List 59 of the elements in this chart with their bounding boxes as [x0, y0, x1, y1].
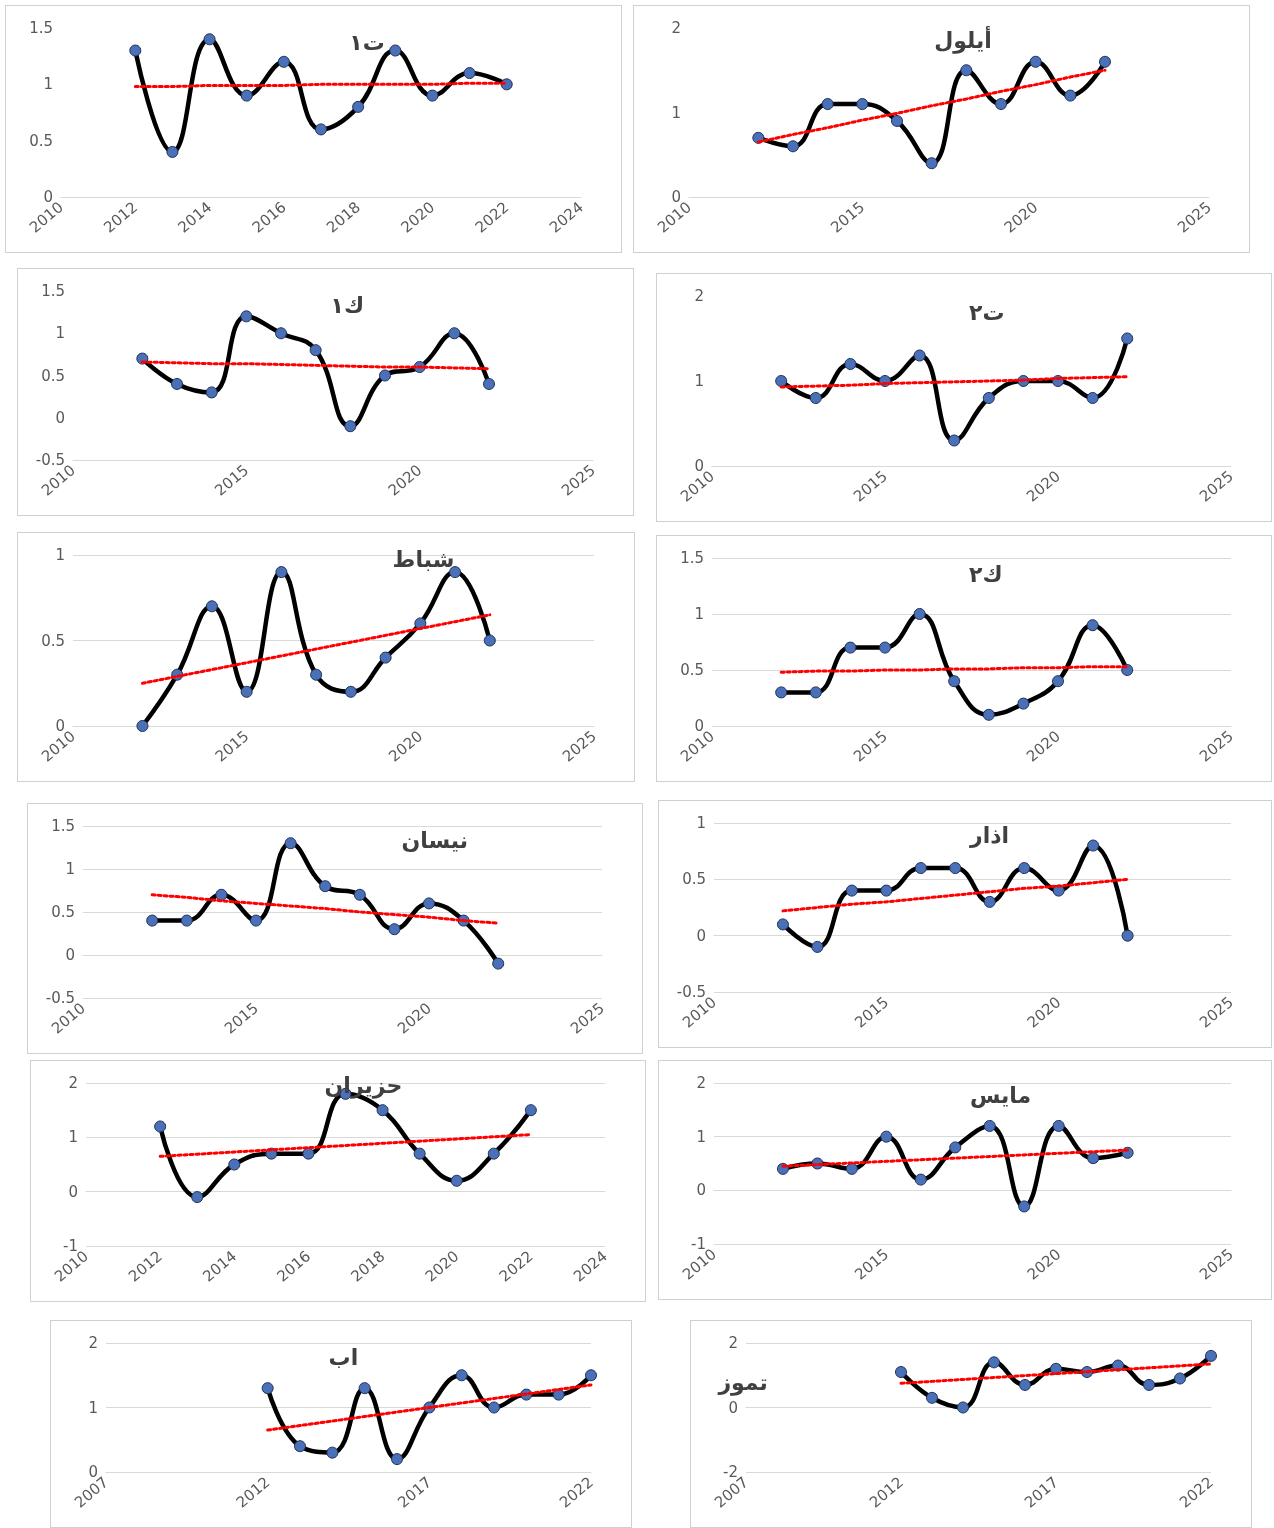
y-tick-label: 1 — [68, 1128, 78, 1147]
y-tick-label: 0 — [728, 1398, 738, 1417]
y-tick-label: 0 — [694, 717, 704, 735]
line-series — [158, 1133, 533, 1158]
y-tick-label: 1.5 — [29, 19, 53, 37]
chart-title: ت١ — [349, 29, 385, 55]
y-tick-label: 2 — [88, 1334, 98, 1352]
y-tick-label: 1 — [88, 1398, 98, 1417]
y-tick-label: 0.5 — [41, 631, 65, 650]
chart-title: حزيران — [324, 1072, 403, 1099]
y-tick-label: 0 — [671, 188, 681, 206]
y-tick-label: -0.5 — [35, 451, 65, 469]
y-tick-label: -0.5 — [45, 989, 75, 1007]
y-tick-label: 0 — [43, 188, 53, 206]
line-series — [266, 1383, 593, 1432]
y-tick-label: 1 — [55, 324, 65, 343]
y-tick-label: 0 — [696, 926, 706, 945]
chart-title: اذار — [969, 822, 1010, 848]
chart-title: أيلول — [934, 24, 992, 54]
y-tick-label: 1 — [55, 546, 65, 564]
y-tick-label: 2 — [694, 287, 704, 305]
y-tick-label: -1 — [691, 1235, 706, 1253]
line-series — [140, 613, 492, 685]
chart-title: اب — [328, 1344, 359, 1370]
y-tick-label: 1 — [43, 75, 53, 94]
y-tick-label: 0 — [65, 946, 75, 964]
y-tick-label: 0 — [696, 1181, 706, 1200]
line-series — [781, 877, 1130, 913]
y-tick-label: 0 — [694, 457, 704, 475]
y-tick-label: -0.5 — [676, 983, 706, 1001]
text: تموز — [717, 1369, 768, 1396]
chart-title: شباط — [392, 546, 455, 572]
y-tick-label: 1 — [671, 103, 681, 122]
y-tick-label: 0.5 — [29, 131, 53, 150]
y-tick-label: 2 — [696, 1074, 706, 1092]
chart-title: نيسان — [401, 827, 469, 853]
y-tick-label: 1 — [694, 605, 704, 623]
chart-title: ت٢ — [969, 299, 1005, 325]
y-tick-label: 2 — [671, 19, 681, 37]
chart-title: ك١ — [330, 292, 365, 318]
y-tick-label: 0 — [55, 408, 65, 427]
chart-title: مايس — [970, 1082, 1032, 1108]
y-tick-label: 1 — [696, 814, 706, 832]
y-tick-label: 1.5 — [41, 282, 65, 300]
chart-title: ك٢ — [969, 561, 1003, 587]
y-tick-label: 0 — [68, 1182, 78, 1201]
y-tick-label: 1 — [65, 860, 75, 878]
y-tick-label: 0 — [55, 717, 65, 735]
y-tick-label: 0.5 — [41, 366, 65, 385]
y-tick-label: 0.5 — [51, 903, 75, 921]
y-tick-label: 0.5 — [682, 870, 706, 889]
y-tick-label: 2 — [68, 1074, 78, 1092]
y-tick-label: 1.5 — [680, 549, 704, 567]
y-tick-label: 2 — [728, 1334, 738, 1352]
y-tick-label: 1 — [694, 372, 704, 390]
y-tick-label: 0.5 — [680, 661, 704, 679]
y-tick-label: 1 — [696, 1127, 706, 1146]
y-tick-label: 1.5 — [51, 817, 75, 835]
y-tick-label: -1 — [63, 1237, 78, 1255]
